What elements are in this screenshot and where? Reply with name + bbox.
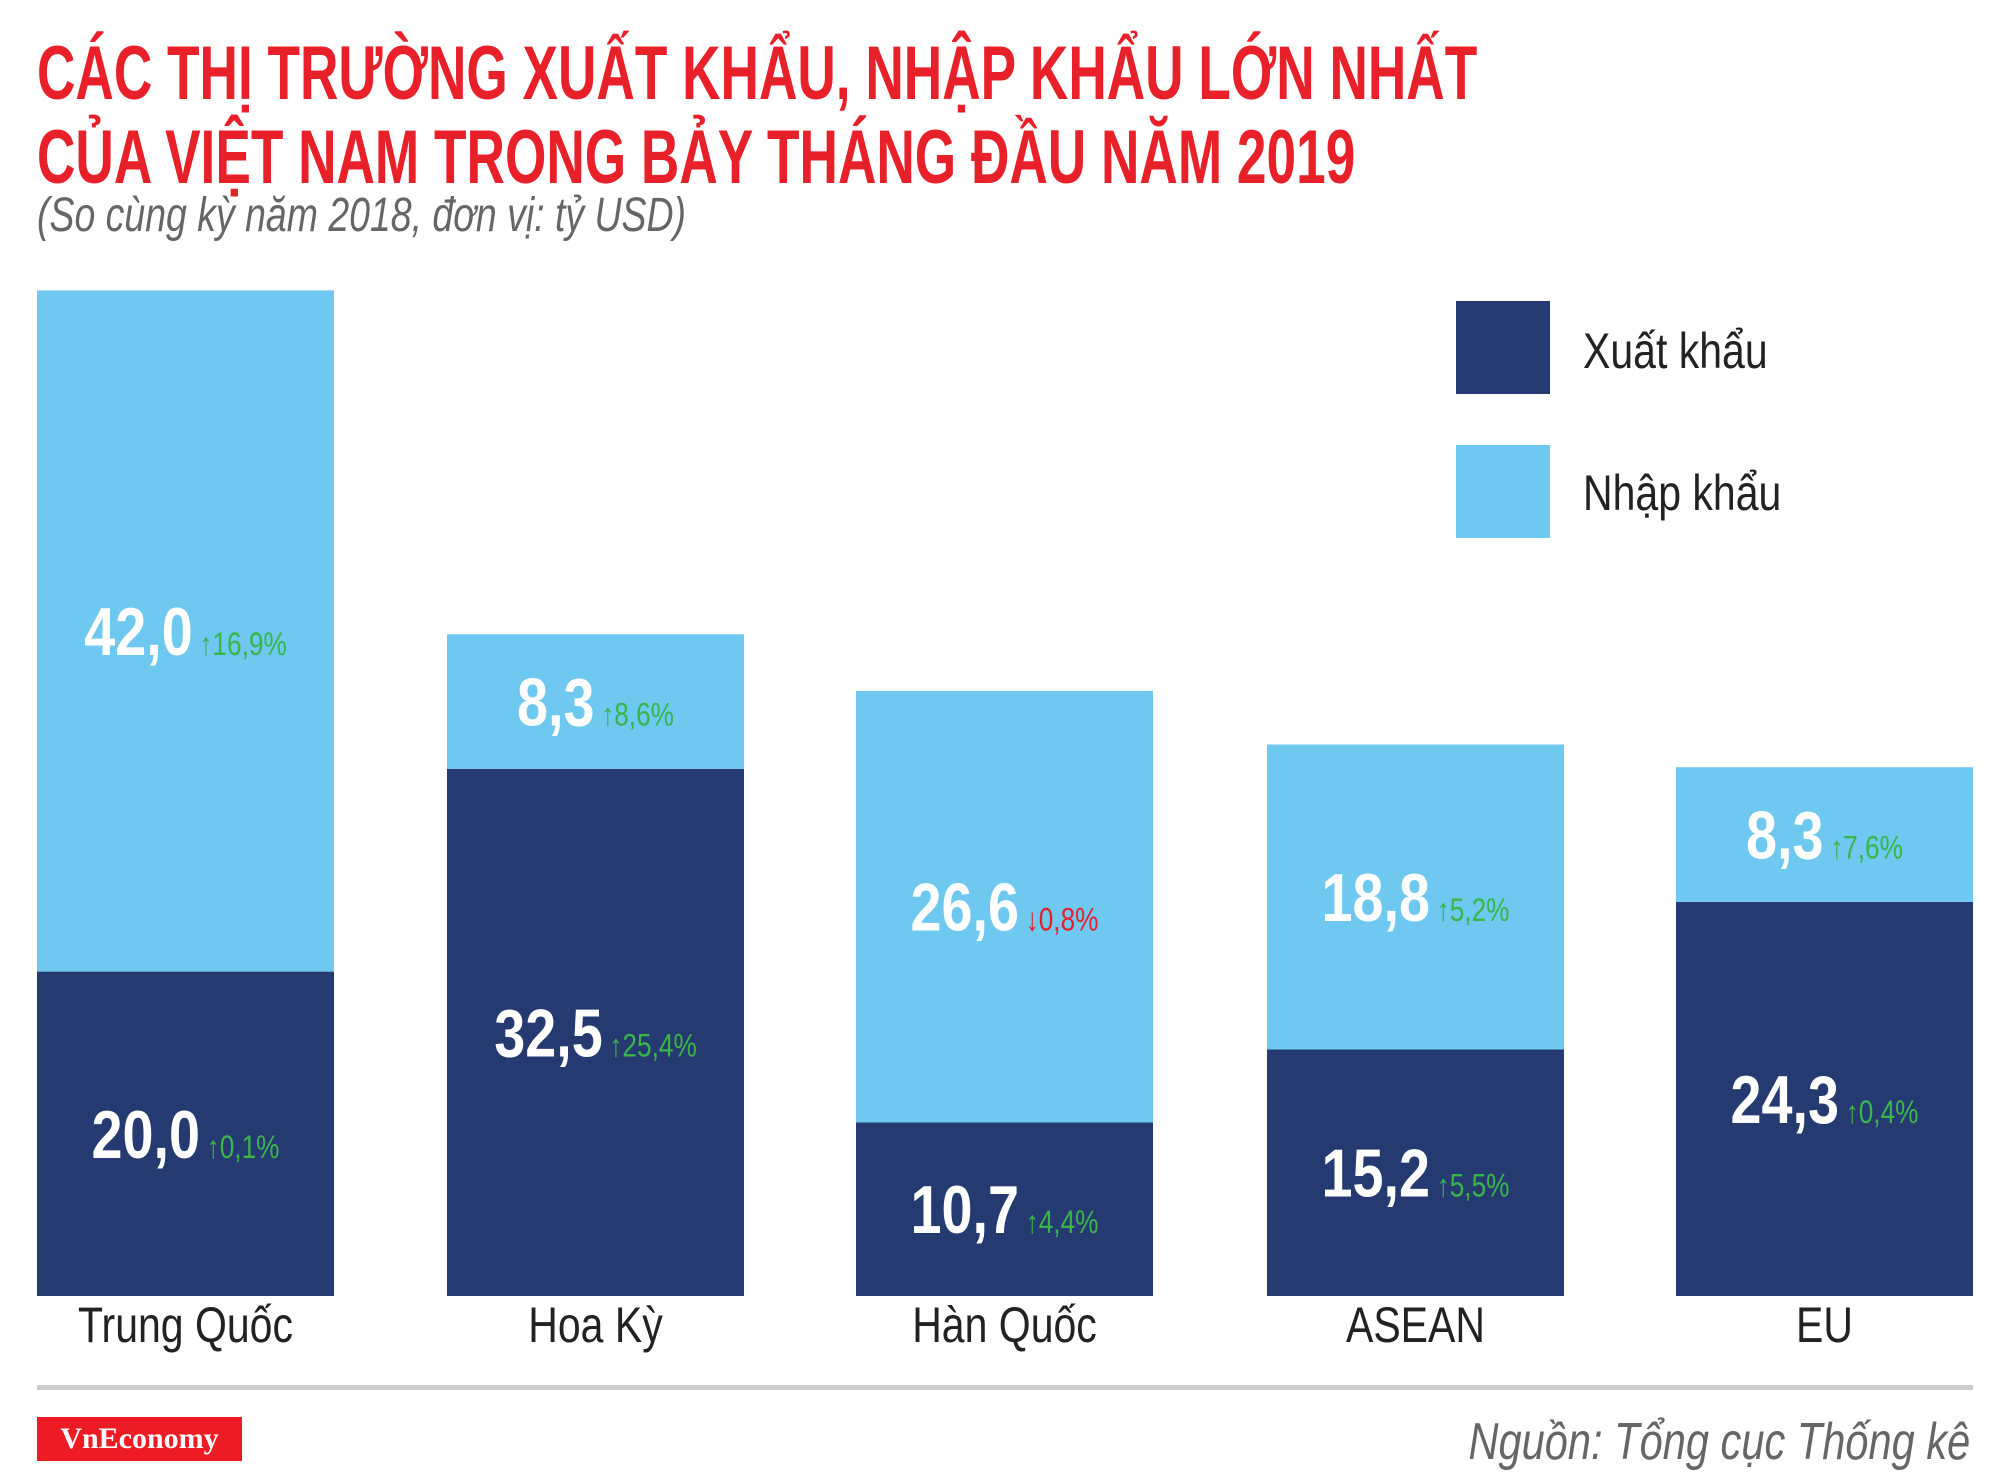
label-export-0: 20,0 ↑0,1% — [92, 1098, 280, 1173]
value-label: 26,6 — [911, 871, 1020, 946]
title-line-1: CÁC THỊ TRƯỜNG XUẤT KHẨU, NHẬP KHẨU LỚN … — [37, 31, 1478, 116]
label-export-3: 15,2 ↑5,5% — [1322, 1137, 1510, 1212]
value-label: 24,3 — [1731, 1063, 1840, 1138]
bar-export-0 — [37, 971, 334, 1296]
change-up-label: ↑5,2% — [1437, 894, 1510, 929]
change-up-label: ↑5,5% — [1437, 1169, 1510, 1204]
label-import-3: 18,8 ↑5,2% — [1322, 861, 1510, 936]
category-label-4: EU — [1796, 1297, 1853, 1353]
value-label: 8,3 — [1746, 798, 1824, 873]
bar-export-3 — [1267, 1049, 1564, 1296]
label-import-4: 8,3 ↑7,6% — [1746, 798, 1903, 873]
bar-export-4 — [1676, 901, 1973, 1296]
legend-swatch-export — [1456, 301, 1550, 394]
change-up-label: ↑0,4% — [1846, 1096, 1919, 1131]
bar-export-1 — [447, 768, 744, 1296]
label-import-0: 42,0 ↑16,9% — [84, 595, 287, 670]
change-up-label: ↑25,4% — [609, 1029, 696, 1064]
bar-import-4 — [1676, 767, 1973, 902]
bar-import-3 — [1267, 744, 1564, 1050]
change-up-label: ↑4,4% — [1026, 1206, 1099, 1241]
change-up-label: ↑7,6% — [1830, 831, 1903, 866]
change-up-label: ↑8,6% — [601, 698, 674, 733]
category-label-2: Hàn Quốc — [912, 1297, 1097, 1353]
source-note: Nguồn: Tổng cục Thống kê — [1468, 1413, 1970, 1471]
footer-divider — [37, 1385, 1973, 1390]
label-export-1: 32,5 ↑25,4% — [494, 996, 697, 1071]
label-export-4: 24,3 ↑0,4% — [1731, 1063, 1919, 1138]
change-down-label: ↓0,8% — [1026, 903, 1099, 938]
value-label: 8,3 — [517, 665, 595, 740]
category-label-1: Hoa Kỳ — [528, 1297, 663, 1353]
bar-import-0 — [37, 290, 334, 972]
label-export-2: 10,7 ↑4,4% — [911, 1173, 1099, 1248]
category-label-0: Trung Quốc — [78, 1297, 293, 1353]
value-label: 20,0 — [92, 1098, 201, 1173]
legend-label-export: Xuất khẩu — [1583, 323, 1768, 379]
change-up-label: ↑16,9% — [199, 628, 286, 663]
value-label: 10,7 — [911, 1173, 1020, 1248]
label-import-2: 26,6 ↓0,8% — [911, 871, 1099, 946]
change-up-label: ↑0,1% — [207, 1130, 280, 1165]
value-label: 15,2 — [1322, 1137, 1431, 1212]
value-label: 18,8 — [1322, 861, 1431, 936]
legend-label-import: Nhập khẩu — [1583, 465, 1782, 521]
value-label: 42,0 — [84, 595, 193, 670]
title-line-2: CỦA VIỆT NAM TRONG BẢY THÁNG ĐẦU NĂM 201… — [37, 115, 1356, 200]
bar-import-1 — [447, 634, 744, 769]
vneconomy-logo: VnEconomy — [37, 1417, 242, 1461]
category-label-3: ASEAN — [1346, 1297, 1485, 1353]
label-import-1: 8,3 ↑8,6% — [517, 665, 674, 740]
legend-swatch-import — [1456, 445, 1550, 538]
bar-import-2 — [856, 690, 1153, 1123]
subtitle: (So cùng kỳ năm 2018, đơn vị: tỷ USD) — [37, 189, 686, 242]
bar-export-2 — [856, 1122, 1153, 1296]
value-label: 32,5 — [494, 996, 603, 1071]
